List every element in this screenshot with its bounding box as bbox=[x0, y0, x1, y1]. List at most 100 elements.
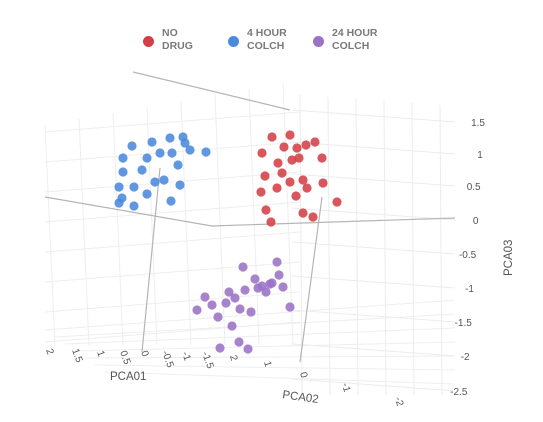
grid-left-vert-7 bbox=[282, 82, 294, 346]
point-series1-2 bbox=[165, 133, 175, 143]
point-series0-2 bbox=[310, 137, 320, 147]
y-tick-3: -1 bbox=[339, 382, 352, 394]
grid-left-vert-5 bbox=[214, 94, 226, 346]
point-series2-9 bbox=[278, 282, 288, 292]
grid-left-vert-1 bbox=[78, 118, 90, 346]
grid-wall-vert-4 bbox=[411, 102, 415, 396]
x-tick-3: 0.5 bbox=[117, 349, 132, 366]
legend-label-no-drug-1: NO bbox=[162, 27, 178, 39]
y-axis-title: PCA02 bbox=[282, 389, 320, 406]
point-series1-14 bbox=[150, 177, 160, 187]
point-series2-6 bbox=[224, 287, 234, 297]
y-tick-2: 0 bbox=[297, 371, 309, 380]
point-series1-8 bbox=[173, 160, 183, 170]
point-series0-9 bbox=[317, 153, 327, 163]
axis-line-z0 bbox=[211, 217, 456, 227]
grid-left-vert-6 bbox=[248, 88, 260, 346]
grid-floor-line-2 bbox=[64, 327, 456, 345]
point-series2-13 bbox=[230, 293, 240, 303]
point-series2-7 bbox=[240, 285, 250, 295]
point-series1-7 bbox=[167, 148, 177, 158]
legend-label-4hr-1: 4 HOUR bbox=[247, 27, 287, 39]
point-series1-0 bbox=[127, 141, 137, 151]
point-series1-20 bbox=[166, 196, 176, 206]
legend-item-no-drug[interactable]: NO DRUG bbox=[143, 27, 214, 53]
z-tick-7: -2 bbox=[461, 352, 470, 363]
grid-z-line-4 bbox=[291, 241, 456, 255]
grid-z-line-5 bbox=[291, 275, 456, 289]
point-series2-22 bbox=[243, 344, 253, 354]
grid-left-horiz-5 bbox=[44, 261, 301, 283]
grid-left-vert-3 bbox=[146, 106, 158, 346]
point-series2-23 bbox=[265, 279, 275, 289]
legend-label-4hr-2: COLCH bbox=[247, 40, 285, 52]
z-tick-0: 1.5 bbox=[471, 118, 485, 129]
point-series1-1 bbox=[147, 137, 157, 147]
z-tick-8: -2.5 bbox=[450, 387, 468, 398]
point-series2-5 bbox=[274, 270, 284, 280]
point-series2-24 bbox=[253, 283, 263, 293]
point-series2-16 bbox=[192, 305, 202, 315]
point-series1-21 bbox=[175, 180, 185, 190]
legend-item-24hr-colch[interactable]: 24 HOUR COLCH bbox=[313, 27, 384, 53]
z-tick-2: 0.5 bbox=[467, 182, 481, 193]
y-tick-0: 2 bbox=[227, 354, 239, 363]
x-tick-7: -1.5 bbox=[199, 350, 215, 370]
point-series2-12 bbox=[221, 298, 231, 308]
z-tick-1: 1 bbox=[477, 150, 483, 161]
z-tick-6: -1.5 bbox=[455, 318, 473, 329]
grid-left-horiz-2 bbox=[44, 171, 301, 193]
point-series1-23 bbox=[180, 138, 190, 148]
x-tick-6: -1 bbox=[179, 350, 193, 363]
point-series0-19 bbox=[291, 191, 301, 201]
legend-marker-no-drug bbox=[143, 36, 154, 47]
point-series2-20 bbox=[234, 337, 244, 347]
legend-item-4hr-colch[interactable]: 4 HOUR COLCH bbox=[228, 27, 299, 53]
grid-left-vert-2 bbox=[112, 112, 124, 346]
grid-z-line-6 bbox=[291, 309, 456, 323]
point-series0-20 bbox=[332, 197, 342, 207]
legend-marker-4hr-colch bbox=[228, 36, 239, 47]
grid-floor-line-6 bbox=[104, 371, 456, 385]
point-series0-3 bbox=[257, 148, 267, 158]
grid-left-horiz-4 bbox=[44, 231, 301, 253]
y-tick-1: 1 bbox=[261, 360, 273, 369]
grid-z-line-7 bbox=[291, 343, 456, 357]
legend-label-24hr-1: 24 HOUR bbox=[332, 27, 378, 39]
grid-left-horiz-6 bbox=[44, 291, 301, 313]
point-series0-4 bbox=[279, 142, 289, 152]
legend-label-no-drug-2: DRUG bbox=[162, 40, 193, 52]
point-series0-1 bbox=[285, 130, 295, 140]
z-axis-title: PCA03 bbox=[503, 240, 515, 276]
point-series1-18 bbox=[114, 198, 124, 208]
grid-wall-vert-1 bbox=[327, 96, 331, 396]
grid-floor-line-4 bbox=[84, 355, 456, 359]
x-axis-title: PCA01 bbox=[110, 371, 146, 383]
point-series1-15 bbox=[159, 175, 169, 185]
point-series0-24 bbox=[308, 212, 318, 222]
grid-wall-vert-5 bbox=[439, 104, 443, 396]
grid-floor-line-5 bbox=[94, 364, 456, 371]
z-tick-3: 0 bbox=[473, 216, 479, 227]
point-series0-11 bbox=[260, 171, 270, 181]
grid-left-horiz-0 bbox=[44, 111, 301, 133]
grid-z-line-1 bbox=[291, 141, 456, 155]
point-series0-6 bbox=[301, 140, 311, 150]
legend-label-24hr-2: COLCH bbox=[332, 40, 370, 52]
point-series2-15 bbox=[285, 302, 295, 312]
point-series1-17 bbox=[142, 189, 152, 199]
grid-floor-line-3 bbox=[74, 341, 456, 352]
point-series2-19 bbox=[246, 307, 256, 317]
point-series1-13 bbox=[129, 182, 139, 192]
legend: NO DRUG 4 HOUR COLCH 24 HOUR COLCH bbox=[143, 27, 398, 53]
grid-lines bbox=[44, 82, 456, 396]
point-series0-10 bbox=[294, 153, 304, 163]
grid-z-line-3 bbox=[291, 207, 456, 221]
point-series0-22 bbox=[266, 217, 276, 227]
data-points bbox=[114, 130, 342, 354]
point-series0-7 bbox=[273, 158, 283, 168]
grid-left-horiz-3 bbox=[44, 201, 301, 223]
point-series2-2 bbox=[250, 274, 260, 284]
axis-titles: PCA01 PCA02 PCA03 bbox=[110, 240, 515, 406]
